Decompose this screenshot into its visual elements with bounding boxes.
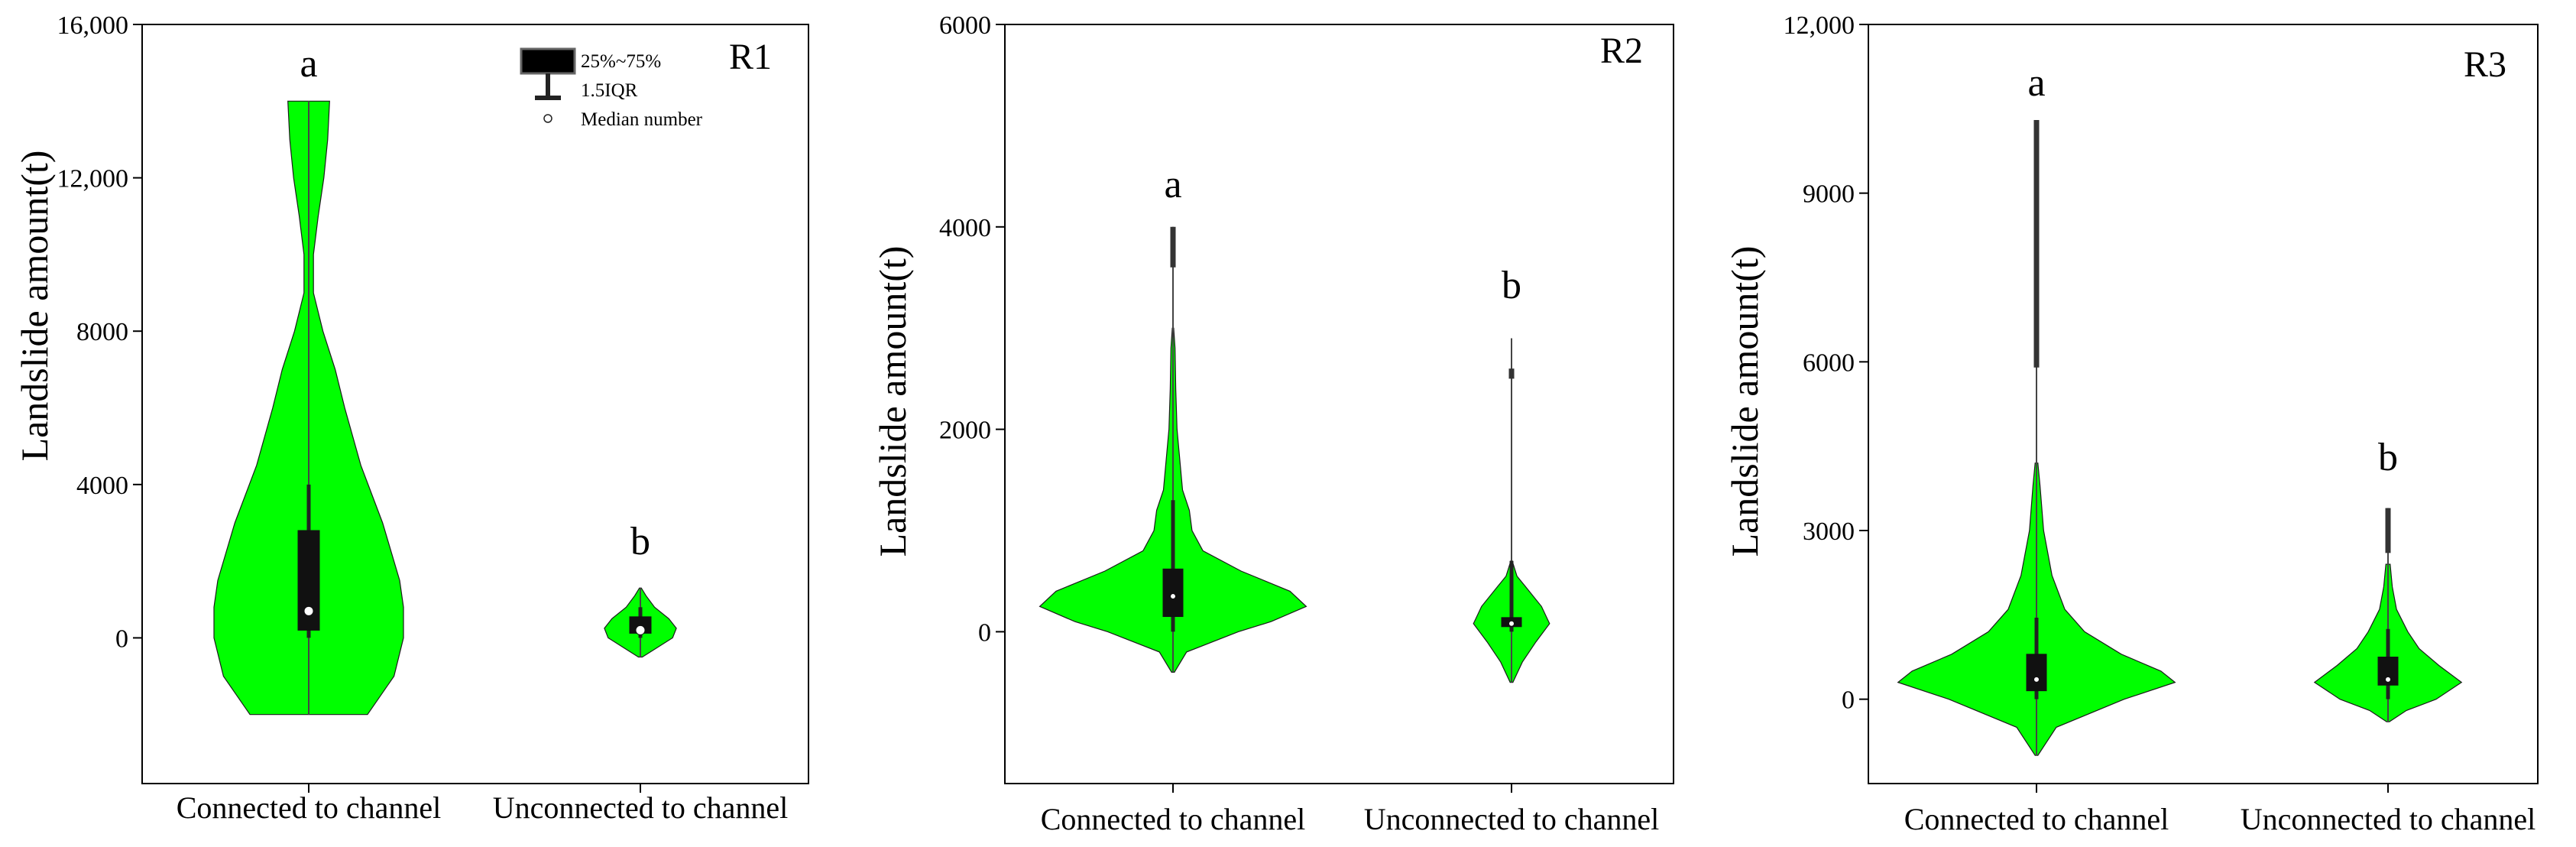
y-tick-label: 12,000 bbox=[57, 165, 129, 193]
legend-whisker-label: 1.5IQR bbox=[581, 80, 638, 101]
plot-frame bbox=[1868, 24, 2539, 784]
x-category-label: Unconnected to channel bbox=[2241, 802, 2536, 836]
significance-letter: a bbox=[2027, 61, 2045, 105]
y-tick-label: 4000 bbox=[76, 472, 128, 500]
panel-title: R2 bbox=[1600, 31, 1643, 71]
median-point bbox=[2385, 676, 2391, 683]
y-axis-label: Landslide amount(t) bbox=[1723, 246, 1766, 557]
y-tick-label: 9000 bbox=[1803, 180, 1855, 209]
median-point bbox=[1170, 593, 1176, 600]
y-tick-label: 2000 bbox=[939, 417, 991, 445]
plot-frame bbox=[1004, 24, 1674, 784]
panel-r3: a Connected to channel b Unconnected to cha… bbox=[1723, 11, 2539, 836]
y-axis-label: Landslide amount(t) bbox=[871, 246, 914, 557]
legend-iqr-label: 25%~75% bbox=[581, 51, 661, 72]
plot-frame bbox=[141, 24, 809, 784]
y-tick-label: 3000 bbox=[1803, 518, 1855, 546]
legend: 25%~75% 1.5IQR Median number bbox=[520, 47, 703, 130]
significance-letter: a bbox=[1164, 163, 1181, 206]
y-tick-label: 6000 bbox=[1803, 349, 1855, 377]
panel-title: R3 bbox=[2464, 44, 2506, 85]
y-tick-label: 6000 bbox=[939, 11, 991, 40]
median-point bbox=[2033, 676, 2040, 683]
iqr-box bbox=[1162, 568, 1184, 618]
y-tick-label: 16,000 bbox=[57, 11, 129, 40]
legend-median-label: Median number bbox=[581, 109, 703, 130]
y-tick-label: 12,000 bbox=[1784, 11, 1855, 40]
significance-letter: b bbox=[1502, 264, 1521, 307]
y-tick-label: 0 bbox=[978, 618, 991, 647]
y-tick-label: 4000 bbox=[939, 214, 991, 242]
x-category-label: Unconnected to channel bbox=[1364, 802, 1660, 836]
legend-median-swatch bbox=[543, 114, 552, 123]
significance-letter: a bbox=[300, 42, 317, 86]
panel-r2: a Connected to channel b Unconnected to cha… bbox=[871, 11, 1674, 836]
median-point bbox=[635, 625, 646, 635]
y-tick-label: 8000 bbox=[76, 318, 128, 346]
legend-iqr-swatch bbox=[520, 47, 576, 75]
median-point bbox=[1508, 620, 1515, 627]
x-category-label: Connected to channel bbox=[1904, 802, 2169, 836]
x-category-label: Unconnected to channel bbox=[493, 790, 789, 825]
x-category-label: Connected to channel bbox=[177, 790, 442, 825]
median-point bbox=[303, 605, 314, 616]
iqr-box bbox=[2026, 654, 2047, 692]
y-axis-label: Landslide amount(t) bbox=[13, 151, 56, 462]
significance-letter: b bbox=[2378, 436, 2398, 479]
y-tick-label: 0 bbox=[1842, 686, 1855, 715]
x-category-label: Connected to channel bbox=[1041, 802, 1306, 836]
y-tick-label: 0 bbox=[115, 625, 128, 653]
significance-letter: b bbox=[630, 520, 650, 563]
panel-r1: a Connected to channel b Unconnected to cha… bbox=[13, 11, 809, 825]
panel-title: R1 bbox=[729, 37, 772, 77]
